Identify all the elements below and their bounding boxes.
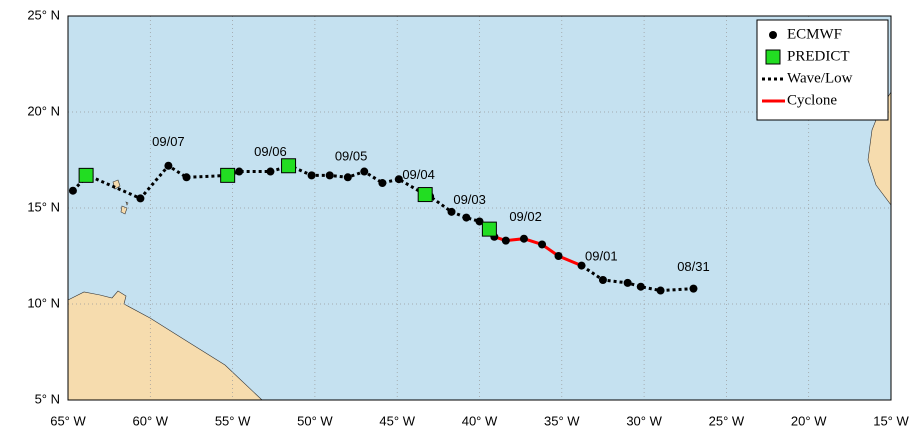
track-point (636, 282, 645, 291)
x-tick-label: 50° W (297, 413, 333, 428)
x-tick-label: 65° W (50, 413, 86, 428)
track-point (501, 236, 510, 245)
legend-marker (769, 31, 777, 39)
track-point (598, 276, 607, 284)
x-tick-label: 45° W (379, 413, 415, 428)
legend-label: Wave/Low (787, 70, 853, 86)
track-point (689, 284, 698, 293)
track-point (462, 213, 471, 222)
date-label: 09/04 (402, 167, 435, 182)
x-tick-label: 40° W (462, 413, 498, 428)
track-point (325, 171, 334, 180)
track-point (266, 167, 275, 176)
x-tick-label: 15° W (873, 413, 909, 428)
predict-marker (481, 221, 497, 237)
track-point (519, 234, 528, 243)
date-label: 09/06 (254, 144, 287, 159)
track-point (538, 240, 547, 249)
track-point (136, 194, 145, 203)
x-tick-label: 20° W (791, 413, 827, 428)
x-tick-label: 30° W (626, 413, 662, 428)
track-point (378, 179, 387, 188)
legend-label: PREDICT (787, 48, 850, 64)
date-label: 09/05 (335, 149, 368, 164)
track-point (307, 171, 316, 180)
date-label: 09/07 (152, 134, 185, 149)
track-point (343, 173, 352, 182)
legend-label: ECMWF (787, 26, 842, 42)
x-tick-label: 60° W (133, 413, 169, 428)
track-point (182, 173, 191, 182)
y-tick-label: 10° N (27, 295, 60, 310)
y-tick-label: 15° N (27, 199, 60, 214)
track-point (577, 261, 586, 270)
predict-marker (281, 158, 297, 174)
date-label: 09/02 (509, 209, 542, 224)
plot-frame (67, 15, 892, 401)
track-point (475, 217, 484, 226)
predict-marker (78, 167, 94, 183)
x-tick-label: 35° W (544, 413, 580, 428)
track-point (235, 167, 244, 176)
legend-label: Cyclone (787, 92, 837, 108)
x-tick-label: 25° W (709, 413, 745, 428)
y-tick-label: 25° N (27, 7, 60, 22)
track-point (164, 161, 173, 170)
y-tick-label: 5° N (35, 391, 60, 406)
track-point (360, 167, 369, 176)
predict-marker (220, 167, 236, 183)
x-tick-label: 55° W (215, 413, 251, 428)
y-tick-label: 20° N (27, 103, 60, 118)
date-label: 09/03 (453, 192, 486, 207)
date-label: 09/01 (585, 248, 618, 263)
legend-marker (765, 49, 781, 65)
track-point (68, 186, 77, 195)
track-point (447, 207, 456, 216)
track-point (623, 278, 632, 287)
date-label: 08/31 (677, 259, 710, 274)
track-point (656, 286, 665, 295)
legend-box (756, 19, 889, 121)
track-point (554, 252, 563, 260)
predict-marker (417, 187, 433, 203)
track-point (394, 175, 403, 184)
